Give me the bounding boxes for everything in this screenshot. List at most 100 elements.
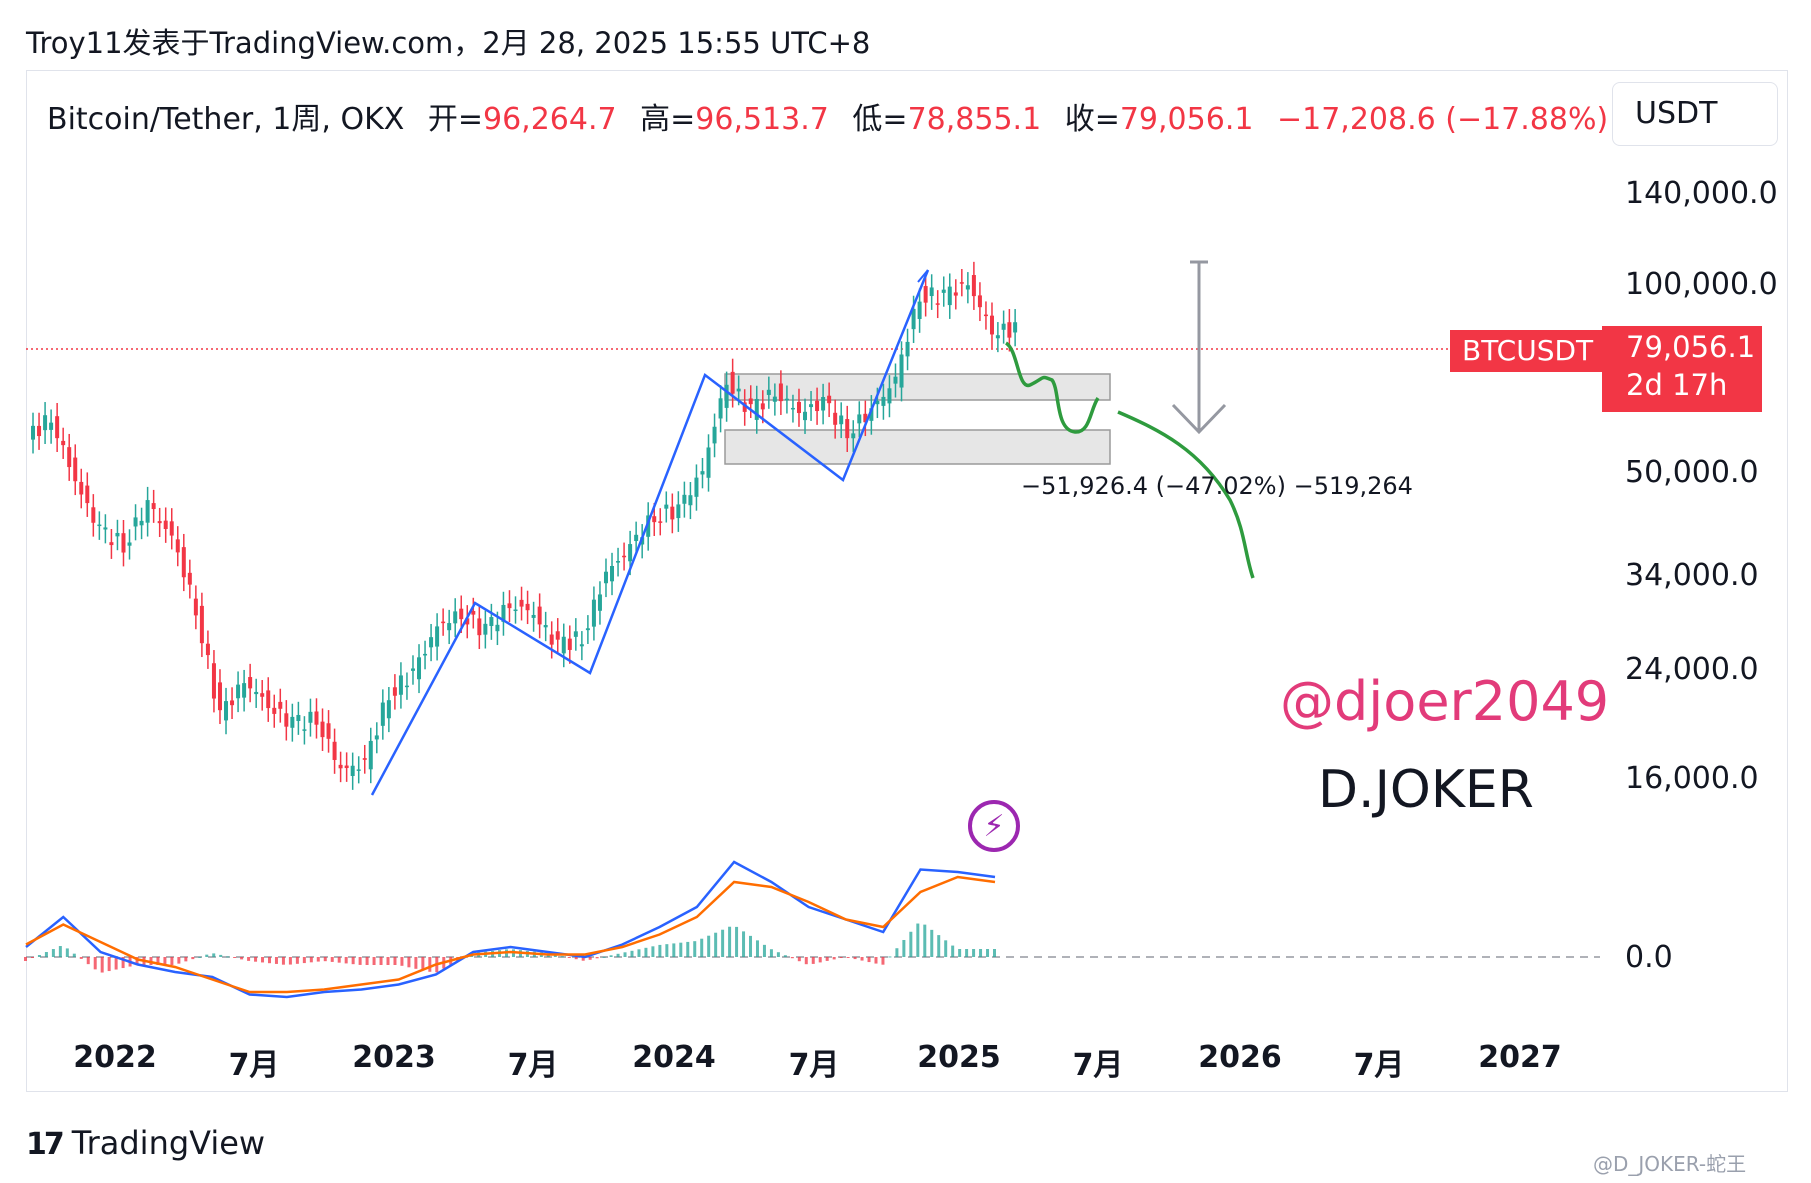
candle-body (266, 690, 271, 709)
macd-histogram-bar (909, 931, 913, 957)
macd-histogram-bar (588, 957, 592, 960)
x-tick-label: 7月 (228, 1048, 280, 1083)
candle-body (646, 515, 651, 537)
measure-label: −51,926.4 (−47.02%) −519,264 (1021, 472, 1413, 500)
macd-histogram-bar (693, 941, 697, 957)
candle-body (302, 729, 307, 731)
lightning-icon[interactable]: ⚡ (968, 800, 1020, 852)
change-value: −17,208.6 (−17.88%) (1276, 102, 1609, 137)
candle-body (356, 769, 361, 771)
macd-signal-line (25, 875, 996, 994)
author-handle: @djoer2049 (1280, 670, 1610, 733)
macd-histogram-bar (414, 957, 418, 969)
candle-body (37, 425, 42, 437)
candle-body (531, 614, 536, 618)
macd-histogram-bar (783, 955, 787, 957)
candle-body (435, 626, 440, 647)
macd-histogram-bar (979, 949, 983, 957)
candle-body (326, 723, 331, 739)
candle-body (561, 636, 566, 654)
candle-body (507, 603, 512, 609)
candle-body (809, 404, 814, 408)
candle-body (236, 684, 241, 699)
macd-histogram-bar (804, 957, 808, 965)
candle-body (935, 303, 940, 305)
macd-histogram-bar (212, 953, 216, 957)
candle-body (205, 643, 210, 656)
macd-histogram-bar (602, 956, 606, 958)
x-tick-label: 7月 (507, 1048, 559, 1083)
green-projection-long (1117, 410, 1255, 579)
candle-body (103, 527, 108, 530)
macd-histogram-bar (170, 957, 174, 965)
x-tick-label: 7月 (1072, 1048, 1124, 1083)
macd-histogram-bar (121, 957, 125, 969)
candle-body (652, 516, 657, 523)
x-tick-label: 7月 (788, 1048, 840, 1083)
macd-histogram-bar (567, 957, 571, 958)
candle-body (211, 663, 216, 699)
macd-histogram-bar (86, 957, 90, 965)
candle-body (815, 400, 820, 412)
symbol-line[interactable]: Bitcoin/Tether, 1周, OKX (47, 102, 405, 137)
macd-histogram-bar (867, 957, 871, 963)
close-value: 79,056.1 (1119, 102, 1254, 137)
candle-body (736, 388, 741, 392)
candle-body (97, 524, 102, 527)
candle-body (350, 765, 355, 777)
macd-histogram-bar (372, 957, 376, 965)
candle-body (845, 419, 850, 439)
candle-body (875, 400, 880, 405)
candle-body (272, 707, 277, 714)
candle-body (332, 741, 337, 760)
candle-body (145, 500, 150, 523)
macd-histogram-bar (386, 957, 390, 965)
candle-body (827, 395, 832, 404)
candle-body (471, 610, 476, 615)
macd-histogram-bar (644, 947, 648, 957)
candle-body (634, 534, 639, 542)
measure-arrow-head (1171, 403, 1227, 435)
candle-body (610, 566, 615, 582)
x-tick-label: 2025 (917, 1040, 1001, 1075)
macd-histogram-bar (400, 957, 404, 966)
candle-body (410, 668, 415, 671)
candle-body (519, 599, 524, 607)
candle-body (453, 611, 458, 624)
candle-body (947, 286, 952, 306)
macd-histogram-bar (267, 957, 271, 964)
macd-histogram-bar (965, 949, 969, 957)
candle-body (706, 447, 711, 478)
candle-body (597, 594, 602, 611)
candle-body (772, 396, 777, 402)
low-label: 低= (852, 102, 908, 137)
macd-histogram-bar (24, 957, 27, 961)
macd-histogram-bar (393, 957, 397, 965)
macd-histogram-bar (895, 948, 899, 957)
macd-histogram-bar (902, 939, 906, 957)
macd-histogram-bar (302, 957, 306, 964)
publish-line: Troy11发表于TradingView.com，2月 28, 2025 15:… (26, 26, 871, 60)
candle-body (833, 412, 838, 425)
macd-histogram-bar (553, 954, 557, 957)
currency-button[interactable]: USDT (1612, 82, 1778, 146)
candle-body (585, 628, 590, 631)
macd-histogram-bar (769, 949, 773, 957)
macd-histogram-bar (163, 957, 167, 965)
candle-body (941, 289, 946, 293)
candle-body (525, 603, 530, 611)
candle-body (73, 457, 78, 482)
candle-body (664, 504, 669, 509)
macd-histogram-bar (337, 957, 341, 963)
candle-body (513, 609, 518, 612)
tradingview-logo[interactable]: 17 TradingView (26, 1124, 265, 1162)
macd-histogram-bar (755, 940, 759, 957)
macd-histogram-bar (309, 957, 313, 963)
candle-body (742, 402, 747, 412)
macd-histogram-bar (51, 949, 55, 957)
y-tick-label: 140,000.0 (1625, 176, 1778, 211)
candle-body (567, 638, 572, 650)
macd-histogram-bar (351, 957, 355, 965)
macd-histogram-bar (191, 957, 195, 960)
